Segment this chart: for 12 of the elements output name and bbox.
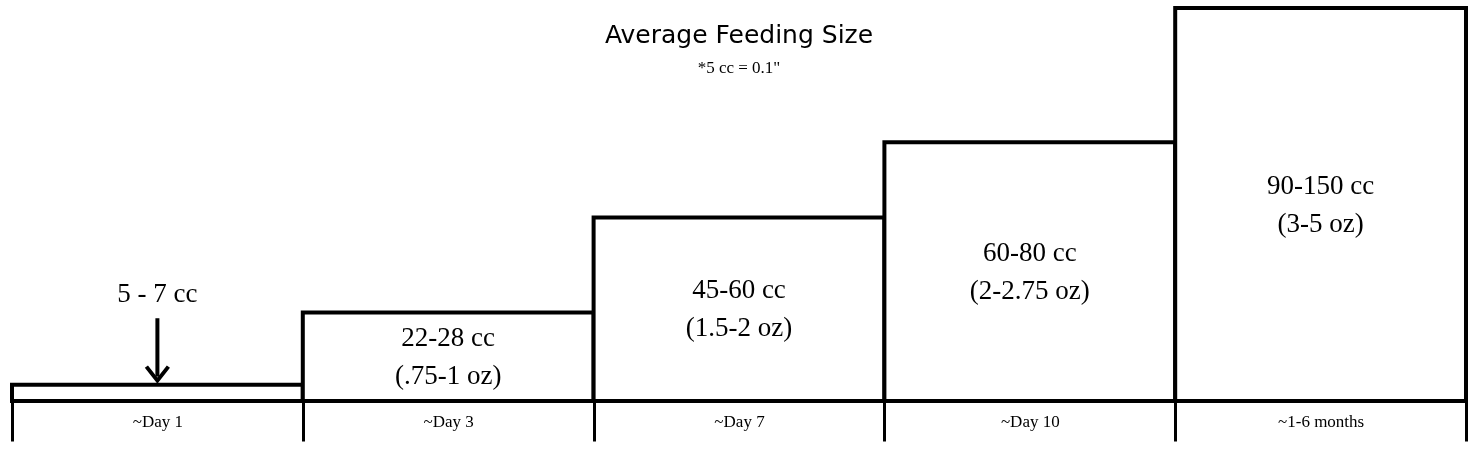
data-label: 22-28 cc (.75-1 oz) xyxy=(394,321,502,390)
data-label: 60-80 cc (2-2.75 oz) xyxy=(969,236,1090,305)
x-tick-label: ~Day 1 xyxy=(132,411,184,431)
x-tick-label: ~Day 7 xyxy=(714,411,766,431)
data-label: 90-150 cc (3-5 oz) xyxy=(1266,169,1375,238)
text: Average Feeding Size xyxy=(604,20,874,49)
text: *5 cc = 0.1" xyxy=(697,58,781,77)
data-label: 45-60 cc (1.5-2 oz) xyxy=(685,274,793,343)
x-tick-label: ~1-6 months xyxy=(1278,411,1365,431)
x-tick-label: ~Day 3 xyxy=(423,411,474,431)
x-tick-label: ~Day 10 xyxy=(1000,411,1060,431)
data-label: 5 - 7 cc xyxy=(117,278,198,309)
